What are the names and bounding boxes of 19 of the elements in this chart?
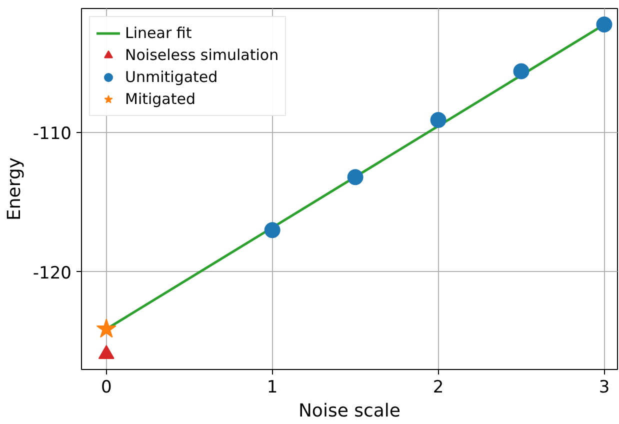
point: [264, 222, 280, 238]
point: [98, 345, 114, 359]
x-tick-label: 1: [266, 378, 278, 398]
x-axis-title: Noise scale: [298, 400, 401, 422]
legend-label: Noiseless simulation: [125, 46, 279, 64]
point: [347, 169, 364, 186]
x-tick-label: 0: [100, 378, 112, 398]
x-tick-label: 2: [432, 378, 444, 398]
y-axis-title: Energy: [4, 157, 25, 221]
legend-label: Mitigated: [125, 90, 196, 108]
legend-label: Unmitigated: [125, 68, 218, 86]
point: [430, 112, 446, 128]
y-tick-label: -120: [32, 263, 72, 284]
x-tick-label: 3: [598, 378, 610, 398]
legend-label: Linear fit: [125, 24, 192, 42]
point: [96, 318, 116, 338]
point: [513, 63, 530, 80]
point: [596, 16, 612, 33]
y-tick-label: -110: [32, 124, 72, 144]
